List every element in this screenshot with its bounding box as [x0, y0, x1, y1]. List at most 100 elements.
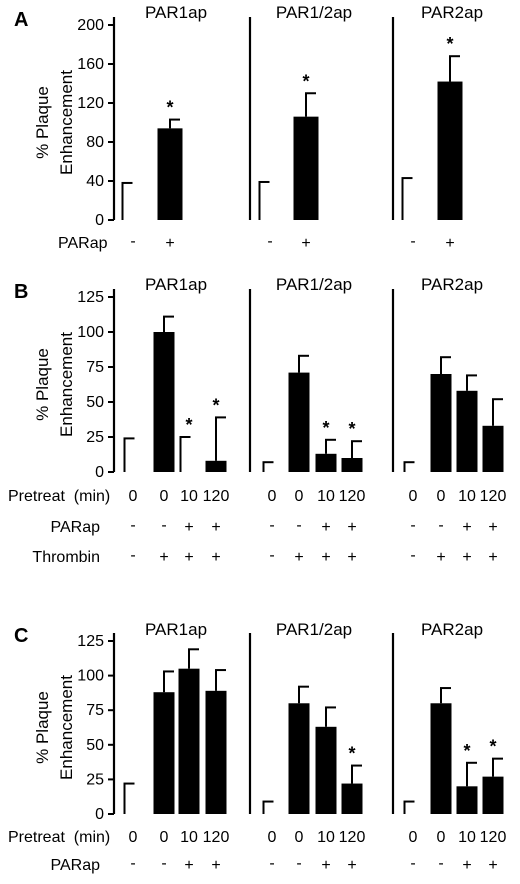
condition-value: 0: [409, 488, 418, 505]
condition-value: -: [269, 855, 274, 872]
condition-value: 0: [437, 488, 446, 505]
condition-value: +: [321, 549, 330, 566]
condition-value: 0: [129, 829, 138, 846]
significance-marker: *: [489, 737, 496, 757]
subplot-title: PAR2ap: [421, 620, 483, 639]
condition-value: +: [347, 549, 356, 566]
condition-value: 120: [203, 829, 230, 846]
panel-A: A % Plaque Enhancement 0 40 80 120 160 200 PAR1ap…: [14, 3, 483, 252]
condition-value: -: [130, 855, 135, 872]
y-tick-label: 80: [86, 134, 104, 151]
condition-value: 120: [480, 488, 507, 505]
bar: [157, 128, 183, 220]
condition-value: 10: [458, 829, 476, 846]
condition-label: Pretreat (min): [8, 829, 110, 846]
condition-value: 10: [458, 488, 476, 505]
condition-value: -: [410, 547, 415, 564]
y-tick-label: 100: [77, 324, 104, 341]
condition-value: 0: [160, 829, 169, 846]
y-axis-label: % Plaque: [33, 86, 52, 159]
bar: [315, 453, 337, 472]
y-axis-label: Enhancement: [57, 70, 76, 175]
bar: [288, 372, 310, 472]
condition-value: +: [488, 549, 497, 566]
condition-value: -: [296, 855, 301, 872]
significance-marker: *: [463, 741, 470, 761]
bar: [288, 703, 310, 814]
condition-value: +: [184, 549, 193, 566]
y-tick-label: 25: [86, 429, 104, 446]
condition-value: -: [130, 517, 135, 534]
condition-value: -: [269, 547, 274, 564]
condition-value: +: [488, 519, 497, 536]
subplot-par2ap: PAR2ap 0 0 10 120 - - + + - + + +: [391, 275, 507, 566]
condition-value: +: [462, 857, 471, 874]
bar: [293, 116, 319, 220]
subplot-par1ap: PAR1ap * - +: [112, 3, 207, 252]
condition-value: -: [438, 517, 443, 534]
subplot-title: PAR1/2ap: [276, 3, 352, 22]
significance-marker: *: [302, 71, 309, 91]
subplot-par1ap: PAR1ap * * 0 0 10 120 - - + + - + + +: [112, 275, 230, 566]
bar: [456, 390, 478, 472]
panel-B: B% Plaque Enhancement0255075100125PAR1ap*…: [8, 275, 506, 566]
condition-value: -: [269, 517, 274, 534]
panel-label: C: [14, 625, 28, 647]
panel-label: B: [14, 281, 28, 303]
significance-marker: *: [185, 415, 192, 435]
bar: [437, 81, 463, 220]
condition-value: -: [267, 233, 272, 250]
subplot-title: PAR2ap: [421, 275, 483, 294]
condition-value: +: [211, 857, 220, 874]
condition-value: 0: [295, 488, 304, 505]
significance-marker: *: [166, 98, 173, 118]
y-axis-label: Enhancement: [57, 332, 76, 437]
y-tick-label: 50: [86, 394, 104, 411]
condition-value: 0: [437, 829, 446, 846]
condition-value: 10: [180, 488, 198, 505]
y-tick-label: 200: [77, 17, 104, 34]
condition-value: -: [410, 517, 415, 534]
condition-value: 120: [203, 488, 230, 505]
condition-value: 0: [295, 829, 304, 846]
y-tick-label: 120: [77, 95, 104, 112]
bar: [430, 703, 452, 814]
condition-value: +: [211, 549, 220, 566]
y-tick-label: 0: [95, 464, 104, 481]
condition-value: 120: [339, 829, 366, 846]
condition-value: 0: [129, 488, 138, 505]
condition-value: +: [436, 549, 445, 566]
bar: [153, 332, 175, 472]
y-tick-label: 0: [95, 806, 104, 823]
condition-label: PARap: [58, 235, 108, 252]
condition-value: +: [159, 549, 168, 566]
bar: [456, 786, 478, 814]
bar: [315, 726, 337, 814]
condition-value: +: [184, 857, 193, 874]
y-tick-label: 50: [86, 737, 104, 754]
condition-value: +: [347, 519, 356, 536]
y-tick-label: 40: [86, 173, 104, 190]
significance-marker: *: [322, 418, 329, 438]
y-axis-label: % Plaque: [33, 348, 52, 421]
condition-value: 10: [180, 829, 198, 846]
subplot-title: PAR1ap: [145, 3, 207, 22]
bar: [153, 692, 175, 814]
condition-label: PARap: [50, 519, 100, 536]
condition-value: +: [488, 857, 497, 874]
condition-value: 0: [268, 829, 277, 846]
condition-value: -: [130, 547, 135, 564]
condition-value: 120: [339, 488, 366, 505]
condition-value: 10: [317, 488, 335, 505]
y-tick-label: 125: [77, 633, 104, 650]
panel-label: A: [14, 9, 28, 31]
subplot-title: PAR1/2ap: [276, 275, 352, 294]
condition-value: +: [165, 235, 174, 252]
subplot-par2ap: PAR2ap * - +: [391, 3, 483, 252]
y-tick-label: 0: [95, 212, 104, 229]
panel-C: C% Plaque Enhancement0255075100125PAR1ap0…: [8, 620, 506, 884]
condition-value: -: [410, 855, 415, 872]
condition-value: 0: [160, 488, 169, 505]
condition-value: +: [184, 519, 193, 536]
